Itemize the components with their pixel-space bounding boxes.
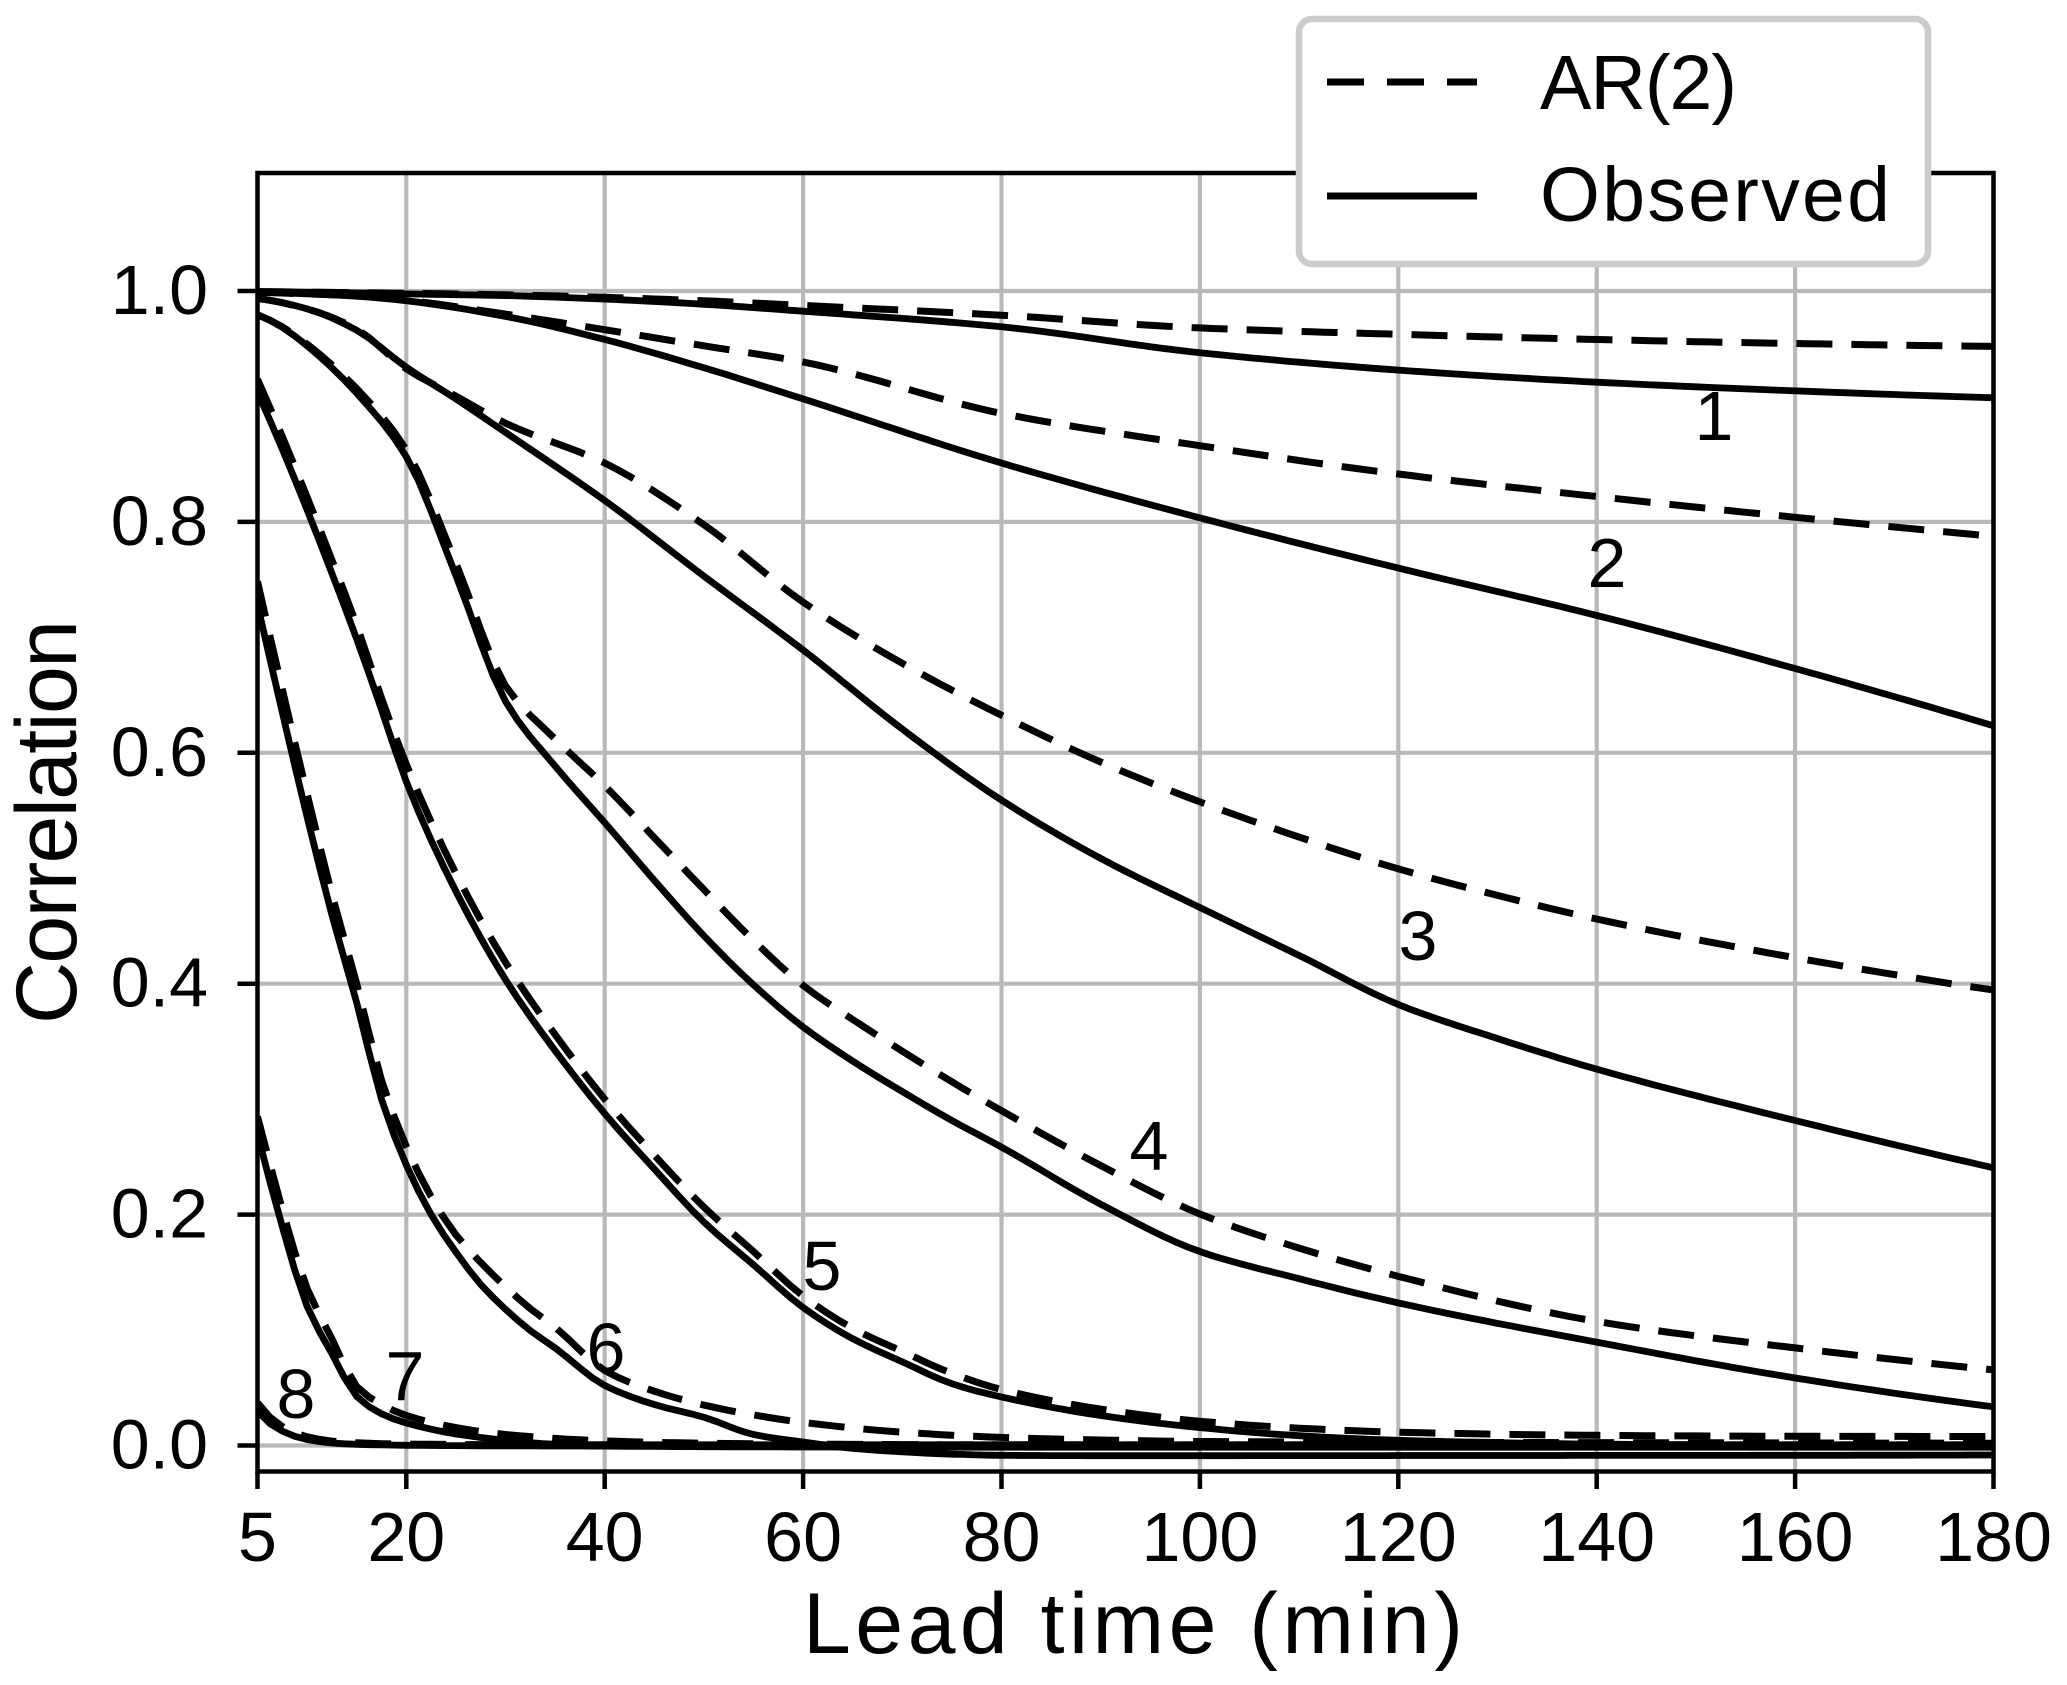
svg-text:100: 100 <box>1142 1498 1259 1576</box>
svg-text:1.0: 1.0 <box>111 251 208 329</box>
svg-text:0.0: 0.0 <box>111 1406 208 1484</box>
svg-text:6: 6 <box>587 1309 626 1387</box>
svg-text:20: 20 <box>367 1498 445 1576</box>
svg-text:Correlation: Correlation <box>0 620 95 1024</box>
svg-text:Observed: Observed <box>1540 152 1890 238</box>
svg-text:60: 60 <box>764 1498 842 1576</box>
svg-text:7: 7 <box>386 1337 425 1415</box>
svg-text:0.4: 0.4 <box>111 944 208 1022</box>
svg-text:5: 5 <box>803 1227 842 1305</box>
svg-text:3: 3 <box>1399 897 1438 975</box>
svg-text:8: 8 <box>277 1355 316 1433</box>
svg-text:80: 80 <box>963 1498 1041 1576</box>
svg-text:1: 1 <box>1695 377 1734 455</box>
svg-text:120: 120 <box>1340 1498 1457 1576</box>
svg-text:180: 180 <box>1935 1498 2052 1576</box>
svg-text:Lead time (min): Lead time (min) <box>803 1576 1463 1672</box>
svg-text:2: 2 <box>1588 524 1627 602</box>
svg-text:AR(2): AR(2) <box>1540 40 1737 126</box>
svg-text:0.6: 0.6 <box>111 713 208 791</box>
svg-text:0.8: 0.8 <box>111 482 208 560</box>
svg-text:5: 5 <box>238 1498 277 1576</box>
svg-text:4: 4 <box>1130 1107 1169 1185</box>
svg-text:140: 140 <box>1538 1498 1655 1576</box>
svg-text:160: 160 <box>1737 1498 1854 1576</box>
svg-text:40: 40 <box>566 1498 644 1576</box>
svg-text:0.2: 0.2 <box>111 1175 208 1253</box>
